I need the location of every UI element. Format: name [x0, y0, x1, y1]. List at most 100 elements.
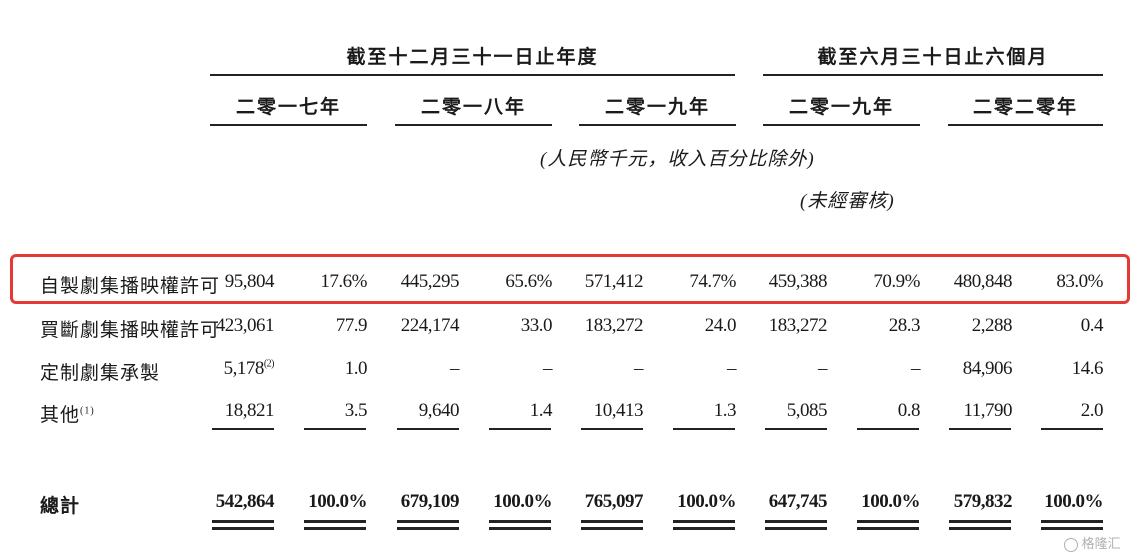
total-double-rule: [1041, 527, 1103, 530]
total-double-rule: [489, 520, 551, 523]
cell: 423,061: [215, 315, 275, 336]
row-label-total: 總計: [40, 496, 81, 517]
footnote-1: (1): [80, 405, 95, 417]
row-label-self-produced: 自製劇集播映權許可: [40, 276, 221, 297]
cell-value: 5,178: [223, 358, 265, 379]
total-double-rule: [765, 520, 827, 523]
year-underline-2017: [210, 124, 367, 126]
year-header-2019: 二零一九年: [604, 97, 710, 118]
row-label-purchased: 買斷劇集播映權許可: [40, 320, 221, 341]
cell: –: [634, 358, 644, 379]
cell: 14.6: [1071, 358, 1104, 379]
total-double-rule: [673, 527, 735, 530]
cell: 5,085: [786, 400, 828, 421]
cell: 24.0: [704, 315, 737, 336]
cell: 74.7%: [689, 271, 736, 292]
cell: 183,272: [584, 315, 644, 336]
row-label-custom: 定制劇集承製: [40, 363, 161, 384]
cell: 2.0: [1080, 400, 1104, 421]
subtotal-rule: [304, 428, 366, 430]
subtotal-rule: [765, 428, 827, 430]
year-underline-2019: [579, 124, 736, 126]
cell: 224,174: [400, 315, 460, 336]
total-cell: 100.0%: [861, 491, 920, 512]
total-double-rule: [1041, 520, 1103, 523]
year-header-2019-h1: 二零一九年: [788, 97, 894, 118]
cell: –: [818, 358, 828, 379]
cell: 0.4: [1080, 315, 1104, 336]
year-header-2017: 二零一七年: [235, 97, 341, 118]
total-double-rule: [304, 527, 366, 530]
cell: 9,640: [418, 400, 460, 421]
group-underline-annual: [210, 74, 735, 76]
total-double-rule: [673, 520, 735, 523]
total-double-rule: [212, 520, 274, 523]
total-cell: 765,097: [584, 491, 644, 512]
total-double-rule: [765, 527, 827, 530]
cell: 0.8: [897, 400, 921, 421]
total-cell: 100.0%: [677, 491, 736, 512]
group-header-annual: 截至十二月三十一日止年度: [346, 47, 599, 68]
cell: 459,388: [768, 271, 828, 292]
subtotal-rule: [949, 428, 1011, 430]
cell: 1.3: [713, 400, 737, 421]
cell: 571,412: [584, 271, 644, 292]
total-double-rule: [397, 520, 459, 523]
total-cell: 100.0%: [308, 491, 367, 512]
cell: 33.0: [520, 315, 553, 336]
total-cell: 579,832: [953, 491, 1013, 512]
cell: –: [543, 358, 553, 379]
cell: 480,848: [953, 271, 1013, 292]
cell: 10,413: [593, 400, 644, 421]
total-double-rule: [397, 527, 459, 530]
cell: 183,272: [768, 315, 828, 336]
total-double-rule: [212, 527, 274, 530]
year-underline-2020-h1: [948, 124, 1103, 126]
subtotal-rule: [857, 428, 919, 430]
total-double-rule: [857, 527, 919, 530]
year-header-2020-h1: 二零二零年: [972, 97, 1078, 118]
cell: 95,804: [224, 271, 275, 292]
footnote-2: (2): [263, 358, 275, 370]
subtotal-rule: [1041, 428, 1103, 430]
subtotal-rule: [212, 428, 274, 430]
total-cell: 542,864: [215, 491, 275, 512]
cell: 5,178(2): [164, 358, 275, 380]
unit-note: (人民幣千元，收入百分比除外): [540, 149, 815, 170]
total-cell: 100.0%: [493, 491, 552, 512]
cell: 3.5: [344, 400, 368, 421]
cell: 2,288: [971, 315, 1013, 336]
audit-note: (未經審核): [800, 191, 895, 212]
cell: 28.3: [888, 315, 921, 336]
year-underline-2019-h1: [763, 124, 920, 126]
year-underline-2018: [395, 124, 552, 126]
cell: –: [911, 358, 921, 379]
cell: 65.6%: [505, 271, 552, 292]
cell: 18,821: [224, 400, 275, 421]
total-cell: 679,109: [400, 491, 460, 512]
cell: 17.6%: [320, 271, 367, 292]
total-double-rule: [581, 520, 643, 523]
total-double-rule: [949, 527, 1011, 530]
cell: 11,790: [963, 400, 1012, 421]
cell: 84,906: [962, 358, 1013, 379]
cell: 1.0: [344, 358, 368, 379]
watermark-icon: [1064, 537, 1078, 552]
subtotal-rule: [397, 428, 459, 430]
total-double-rule: [581, 527, 643, 530]
cell: –: [450, 358, 460, 379]
highlight-box: [10, 254, 1130, 304]
watermark-logo: 格隆汇: [1064, 533, 1121, 552]
row-label-others-text: 其他: [40, 405, 81, 426]
cell: 77.9: [335, 315, 368, 336]
cell: 1.4: [529, 400, 553, 421]
subtotal-rule: [581, 428, 643, 430]
cell: –: [727, 358, 737, 379]
total-cell: 100.0%: [1044, 491, 1103, 512]
watermark-text: 格隆汇: [1081, 536, 1121, 551]
group-underline-six-months: [763, 74, 1103, 76]
group-header-six-months: 截至六月三十日止六個月: [817, 47, 1049, 68]
cell: 70.9%: [873, 271, 920, 292]
total-double-rule: [949, 520, 1011, 523]
total-double-rule: [304, 520, 366, 523]
